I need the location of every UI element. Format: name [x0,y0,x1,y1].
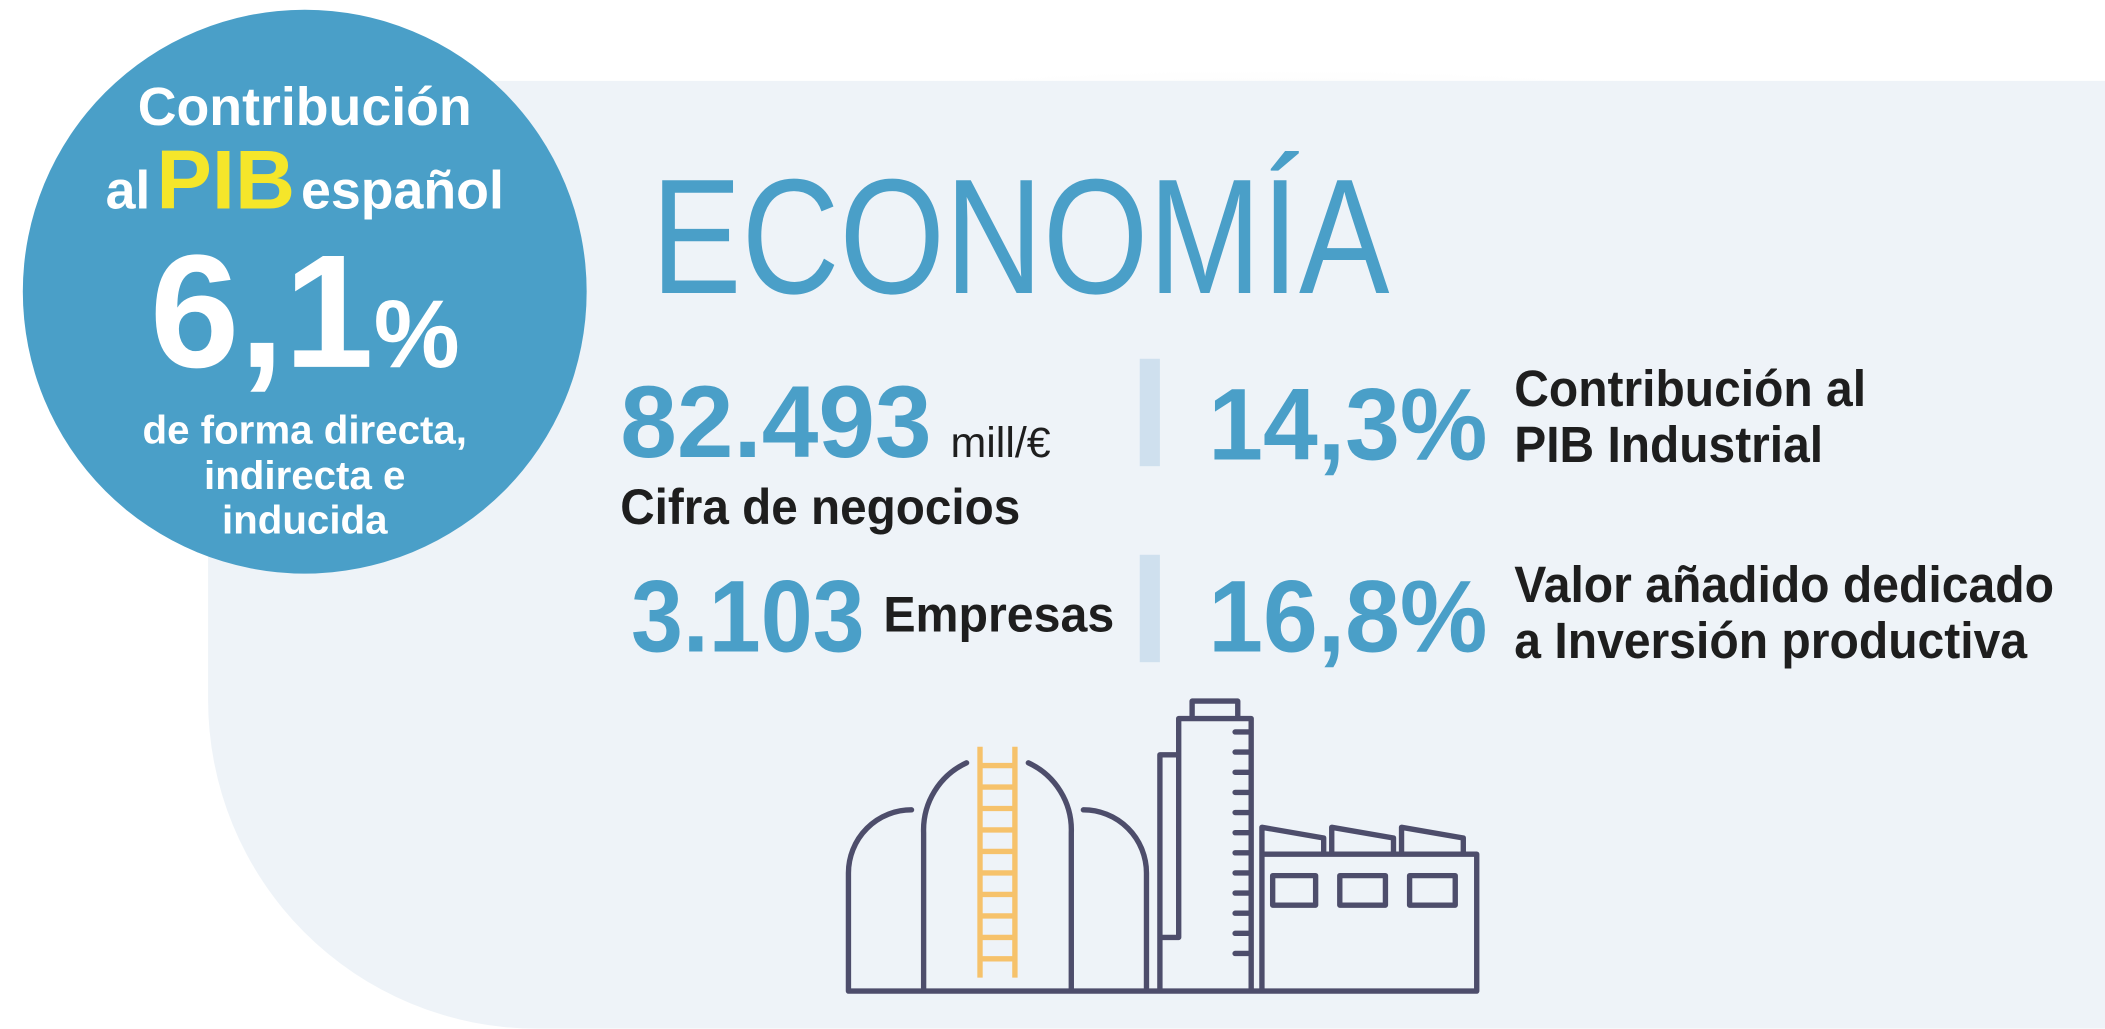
stat-label: a Inversión productiva [1514,612,2027,669]
stat-label: PIB Industrial [1514,416,1823,473]
badge-text: al [106,160,151,220]
stat-label: Valor añadido dedicado [1514,556,2054,613]
badge-unit: % [374,281,460,388]
stat-value: 3.103 [631,559,865,673]
divider [1140,555,1160,662]
stat-value: 16,8% [1208,559,1487,673]
heading: ECONOMÍA [651,145,1389,328]
stat-value: 82.493 [620,365,931,479]
divider [1140,359,1160,466]
badge-note: de forma directa, [143,407,467,452]
stat-unit: mill/€ [950,419,1050,467]
badge-title: Contribución [138,77,472,137]
stat-label: Contribución al [1514,360,1866,417]
badge-note: inducida [222,497,388,542]
stat-label: Empresas [883,586,1114,642]
badge-highlight: PIB [156,133,295,226]
badge-note: indirecta e [204,453,405,498]
stat-value: 14,3% [1208,367,1487,481]
badge-text: español [301,160,504,220]
stat-label: Cifra de negocios [620,479,1020,535]
infographic: Contribución al PIB español 6,1% de form… [0,0,2105,1029]
badge-number: 6,1 [150,222,374,402]
